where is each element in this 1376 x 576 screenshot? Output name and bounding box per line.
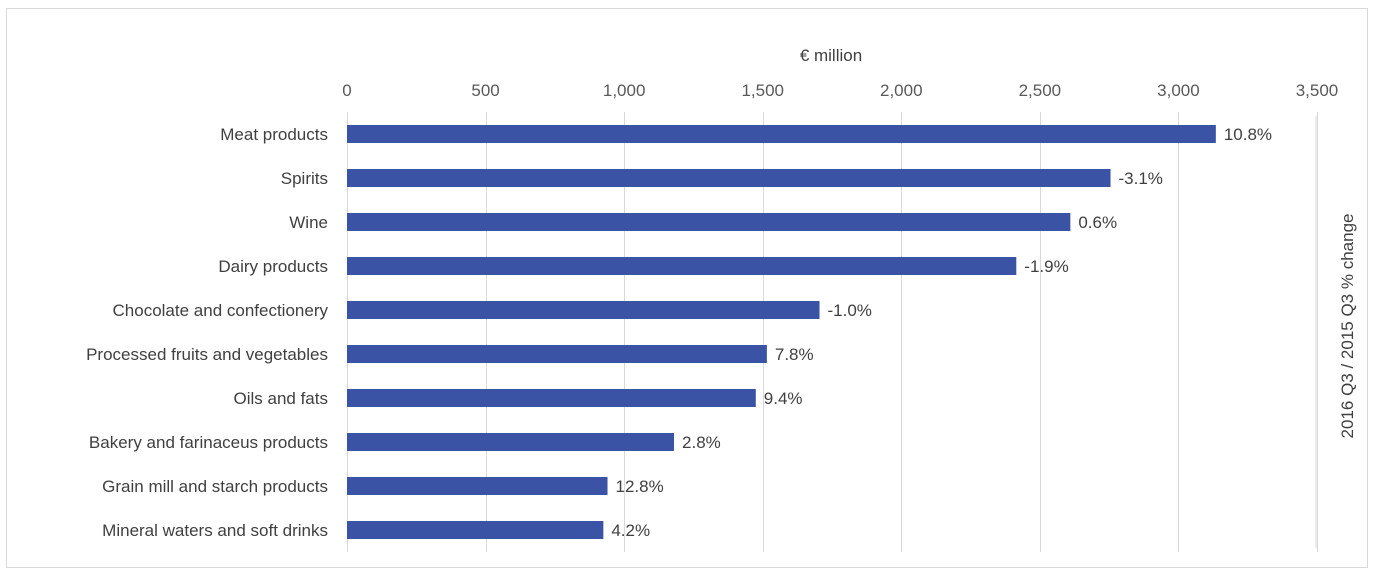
bar (347, 477, 608, 495)
category-label: Chocolate and confectionery (113, 301, 329, 320)
pct-change-label: -1.9% (1024, 257, 1068, 276)
x-tick-label: 500 (471, 81, 499, 100)
secondary-axis-title: 2016 Q3 / 2015 Q3 % change (1338, 214, 1357, 439)
bar (347, 257, 1017, 275)
x-tick-label: 1,500 (741, 81, 784, 100)
bar (347, 169, 1111, 187)
category-label: Grain mill and starch products (102, 477, 328, 496)
category-label: Dairy products (218, 257, 328, 276)
bar (347, 213, 1071, 231)
bars (347, 125, 1216, 539)
pct-change-label: 12.8% (616, 477, 664, 496)
bar (347, 521, 604, 539)
category-label: Bakery and farinaceus products (89, 433, 328, 452)
category-label: Processed fruits and vegetables (86, 345, 328, 364)
pct-change-label: -1.0% (828, 301, 872, 320)
pct-change-label: 9.4% (764, 389, 803, 408)
bar (347, 345, 767, 363)
x-tick-label: 2,500 (1019, 81, 1062, 100)
pct-change-label: 7.8% (775, 345, 814, 364)
x-axis-title: € million (800, 46, 862, 65)
bar (347, 301, 820, 319)
pct-change-label: 10.8% (1224, 125, 1272, 144)
x-tick-label: 3,000 (1157, 81, 1200, 100)
category-labels: Meat products Spirits Wine Dairy products Ch… (86, 125, 328, 540)
x-tick-label: 1,000 (603, 81, 646, 100)
pct-change-label: 0.6% (1078, 213, 1117, 232)
x-tick-label: 2,000 (880, 81, 923, 100)
x-tick-label: 0 (342, 81, 351, 100)
bar (347, 433, 675, 451)
category-label: Oils and fats (234, 389, 329, 408)
category-label: Spirits (281, 169, 328, 188)
chart-frame (6, 8, 1368, 568)
bar (347, 389, 756, 407)
x-tick-label: 3,500 (1296, 81, 1339, 100)
data-labels: 10.8% -3.1% 0.6% -1.9% -1.0% 7.8% 9.4% 2.8% 12.8… (611, 125, 1272, 540)
x-axis-ticks: 0 500 1,000 1,500 2,000 2,500 3,000 3,500 (342, 81, 1338, 100)
category-label: Wine (289, 213, 328, 232)
pct-change-label: 4.2% (611, 521, 650, 540)
pct-change-label: 2.8% (682, 433, 721, 452)
bar (347, 125, 1216, 143)
category-label: Meat products (220, 125, 328, 144)
pct-change-label: -3.1% (1119, 169, 1163, 188)
category-label: Mineral waters and soft drinks (102, 521, 328, 540)
